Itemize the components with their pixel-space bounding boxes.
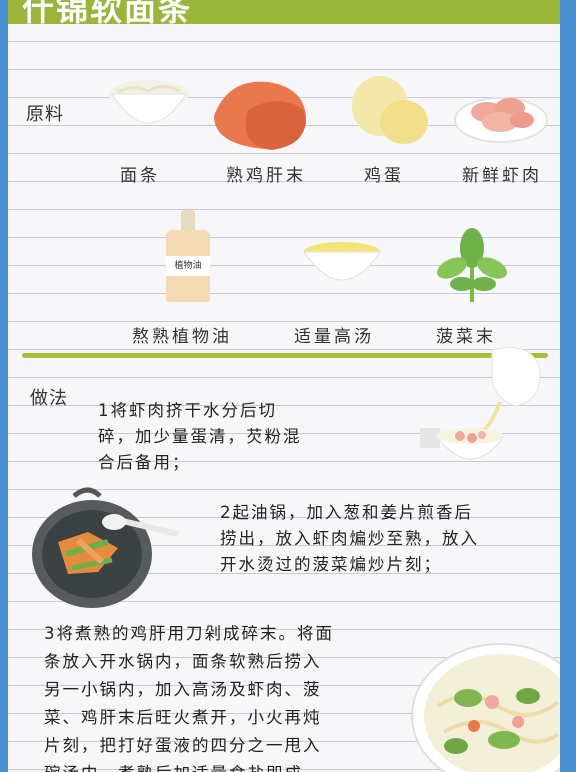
step-2: 2起油锅，加入葱和姜片煎香后 捞出，放入虾肉煸炒至熟，放入 开水烫过的菠菜煸炒片… — [220, 500, 479, 578]
step-line: 条放入开水锅内，面条软熟后捞入 — [44, 652, 322, 671]
recipe-card: 什锦软面条 原料 面条 熟鸡肝末 鸡蛋 新鲜虾肉 植物油 — [8, 0, 560, 772]
chicken-liver-icon — [214, 81, 307, 150]
method-heading: 做法 — [30, 388, 68, 409]
title-banner: 什锦软面条 — [8, 0, 560, 24]
broth-bowl-icon — [303, 242, 381, 281]
step-line: 碎，加少量蛋清，芡粉混 — [98, 427, 302, 446]
ingredient-label: 菠菜末 — [436, 327, 496, 347]
step-3: 3将煮熟的鸡肝用刀剁成碎末。将面 条放入开水锅内，面条软熟后捞入 另一小锅内，加… — [44, 620, 334, 772]
step-1: 1将虾肉挤干水分后切 碎，加少量蛋清，芡粉混 合后备用； — [98, 398, 302, 476]
step-line: 合后备用； — [98, 453, 191, 472]
step-line: 2起油锅，加入葱和姜片煎香后 — [220, 503, 473, 522]
ingredient-label: 熟鸡肝末 — [226, 166, 306, 186]
ingredient-label: 新鲜虾肉 — [462, 166, 542, 186]
section-divider — [22, 353, 548, 358]
step-line: 菜、鸡肝末后旺火煮开，小火再炖 — [44, 708, 322, 727]
mixing-bowl-icon — [420, 347, 541, 460]
step-line: 捞出，放入虾肉煸炒至熟，放入 — [220, 529, 479, 548]
wok-icon — [32, 487, 179, 608]
step-line: 碗汤内，煮熟后加适量食盐即成。 — [44, 760, 334, 772]
step-line: 3将煮熟的鸡肝用刀剁成碎末。将面 — [44, 624, 334, 643]
step-line: 开水烫过的菠菜煸炒片刻； — [220, 555, 442, 574]
step-line: 片刻，把打好蛋液的四分之一甩入 — [44, 736, 322, 755]
bottle-label: 植物油 — [166, 256, 210, 276]
spinach-icon — [437, 228, 507, 302]
shrimp-plate-icon — [454, 97, 548, 143]
noodle-bowl-icon — [109, 80, 189, 124]
ingredients-heading: 原料 — [26, 104, 64, 125]
ingredient-label: 面条 — [120, 166, 160, 186]
eggs-icon — [352, 76, 428, 144]
step-line: 另一小锅内，加入高汤及虾肉、菠 — [44, 680, 322, 699]
noodle-soup-icon — [411, 643, 560, 772]
ingredient-label: 适量高汤 — [294, 327, 374, 347]
page-title: 什锦软面条 — [22, 0, 193, 24]
ingredient-label: 熬熟植物油 — [132, 327, 232, 347]
oil-bottle-icon: 植物油 — [164, 210, 214, 302]
ingredient-label: 鸡蛋 — [364, 166, 404, 186]
step-line: 1将虾肉挤干水分后切 — [98, 401, 277, 420]
